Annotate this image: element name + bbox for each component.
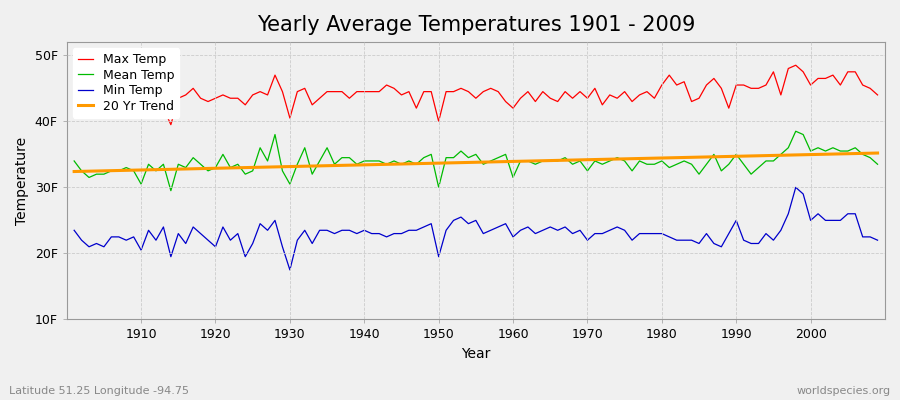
Text: Latitude 51.25 Longitude -94.75: Latitude 51.25 Longitude -94.75 bbox=[9, 386, 189, 396]
Max Temp bbox=[344, 96, 355, 101]
Max Temp bbox=[129, 106, 140, 110]
Min Temp bbox=[790, 185, 801, 190]
Y-axis label: Temperature: Temperature bbox=[15, 137, 29, 225]
Mean Temp bbox=[129, 168, 140, 173]
Line: Mean Temp: Mean Temp bbox=[74, 131, 878, 191]
Min Temp bbox=[284, 268, 295, 272]
Line: Min Temp: Min Temp bbox=[74, 187, 878, 270]
Min Temp bbox=[605, 228, 616, 233]
Title: Yearly Average Temperatures 1901 - 2009: Yearly Average Temperatures 1901 - 2009 bbox=[256, 15, 695, 35]
Legend: Max Temp, Mean Temp, Min Temp, 20 Yr Trend: Max Temp, Mean Temp, Min Temp, 20 Yr Tre… bbox=[73, 48, 179, 118]
Max Temp bbox=[68, 92, 79, 97]
Min Temp bbox=[129, 234, 140, 239]
Max Temp bbox=[605, 92, 616, 97]
Min Temp bbox=[515, 228, 526, 233]
Max Temp bbox=[790, 63, 801, 68]
Line: Max Temp: Max Temp bbox=[74, 65, 878, 125]
Max Temp bbox=[508, 106, 518, 110]
Mean Temp bbox=[68, 158, 79, 163]
Mean Temp bbox=[872, 162, 883, 167]
Text: worldspecies.org: worldspecies.org bbox=[796, 386, 891, 396]
Mean Temp bbox=[166, 188, 176, 193]
Min Temp bbox=[300, 228, 310, 233]
Min Temp bbox=[872, 238, 883, 242]
Mean Temp bbox=[508, 175, 518, 180]
Max Temp bbox=[515, 96, 526, 101]
Mean Temp bbox=[790, 129, 801, 134]
X-axis label: Year: Year bbox=[461, 347, 491, 361]
Max Temp bbox=[166, 122, 176, 127]
Mean Temp bbox=[344, 155, 355, 160]
Max Temp bbox=[872, 92, 883, 97]
Mean Temp bbox=[605, 158, 616, 163]
Min Temp bbox=[508, 234, 518, 239]
Min Temp bbox=[68, 228, 79, 233]
Max Temp bbox=[300, 86, 310, 91]
Mean Temp bbox=[515, 158, 526, 163]
Mean Temp bbox=[300, 145, 310, 150]
Min Temp bbox=[344, 228, 355, 233]
